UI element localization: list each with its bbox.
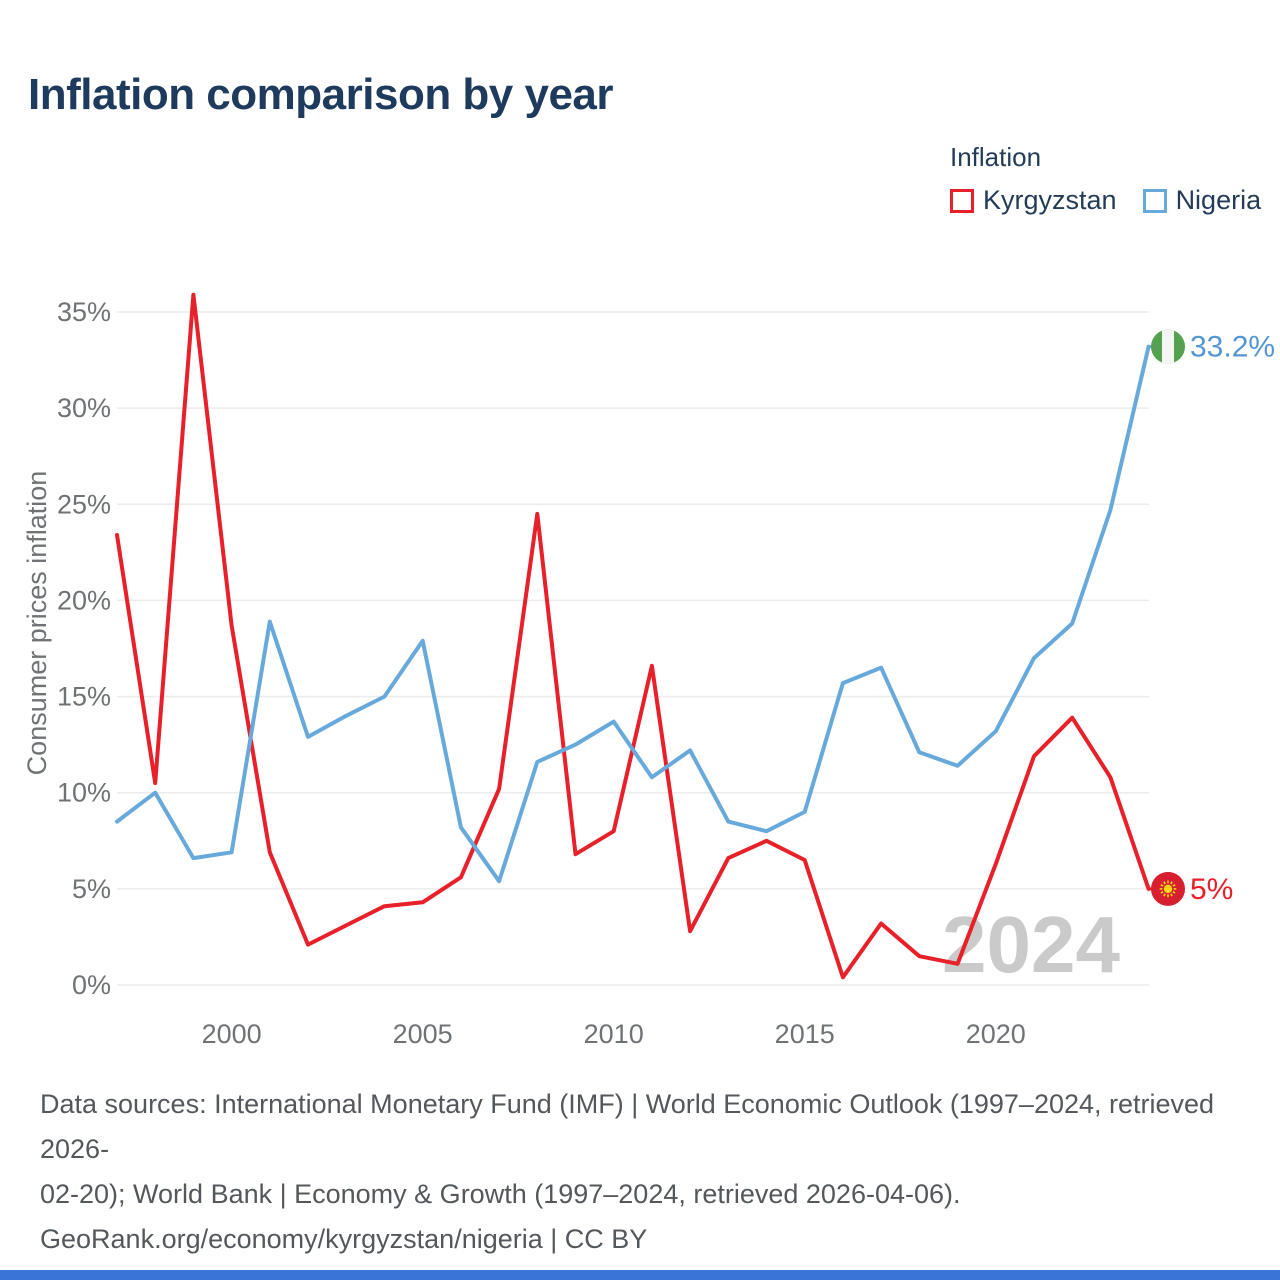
year-watermark: 2024 [942, 900, 1120, 989]
y-tick-label: 25% [57, 489, 111, 519]
y-tick-label: 20% [57, 585, 111, 615]
kyrgyzstan-line [115, 292, 1151, 980]
y-axis-title: Consumer prices inflation [22, 471, 52, 776]
data-sources-footer: Data sources: International Monetary Fun… [40, 1082, 1280, 1262]
nigeria-flag-dot[interactable] [1151, 329, 1185, 364]
legend-item-kyrgyzstan[interactable]: Kyrgyzstan [950, 185, 1117, 216]
page-title: Inflation comparison by year [28, 70, 614, 119]
footer-line: Data sources: International Monetary Fun… [40, 1089, 1215, 1164]
legend-title: Inflation [950, 142, 1042, 172]
y-tick-label: 15% [57, 682, 111, 712]
footer-line: 02-20); World Bank | Economy & Growth (1… [40, 1179, 961, 1209]
x-tick-label: 2010 [584, 1019, 644, 1049]
y-tick-label: 5% [72, 874, 111, 904]
nigeria-swatch-icon [1142, 188, 1167, 213]
legend-item-label: Nigeria [1175, 185, 1262, 215]
x-tick-label: 2015 [775, 1019, 835, 1049]
y-tick-label: 0% [72, 970, 111, 1000]
footer-link-line[interactable]: GeoRank.org/economy/kyrgyzstan/nigeria |… [40, 1224, 648, 1254]
brand-accent-bar [0, 1270, 1280, 1280]
kyrgyzstan-end-label: 5% [1190, 873, 1233, 906]
x-tick-label: 2000 [202, 1019, 262, 1049]
kyrgyzstan-flag-dot[interactable] [1151, 871, 1185, 906]
y-tick-label: 10% [57, 778, 111, 808]
y-tick-label: 35% [57, 297, 111, 327]
gridlines [117, 311, 1149, 986]
nigeria-end-label: 33.2% [1190, 331, 1275, 364]
axis-tick-labels: 0% 5% 10% 15% 20% 25% 30% 35% 2000 2005 2010 2015 20… [57, 297, 1026, 1049]
x-tick-label: 2005 [393, 1019, 453, 1049]
legend-item-nigeria[interactable]: Nigeria [1142, 185, 1262, 216]
legend-item-label: Kyrgyzstan [983, 185, 1117, 215]
legend: Inflation Kyrgyzstan Nigeria [950, 142, 1261, 216]
legend-items: Kyrgyzstan Nigeria [950, 185, 1261, 216]
y-tick-label: 30% [57, 393, 111, 423]
nigeria-line [115, 344, 1151, 884]
x-tick-label: 2020 [966, 1019, 1026, 1049]
kyrgyzstan-swatch-icon [950, 188, 974, 213]
